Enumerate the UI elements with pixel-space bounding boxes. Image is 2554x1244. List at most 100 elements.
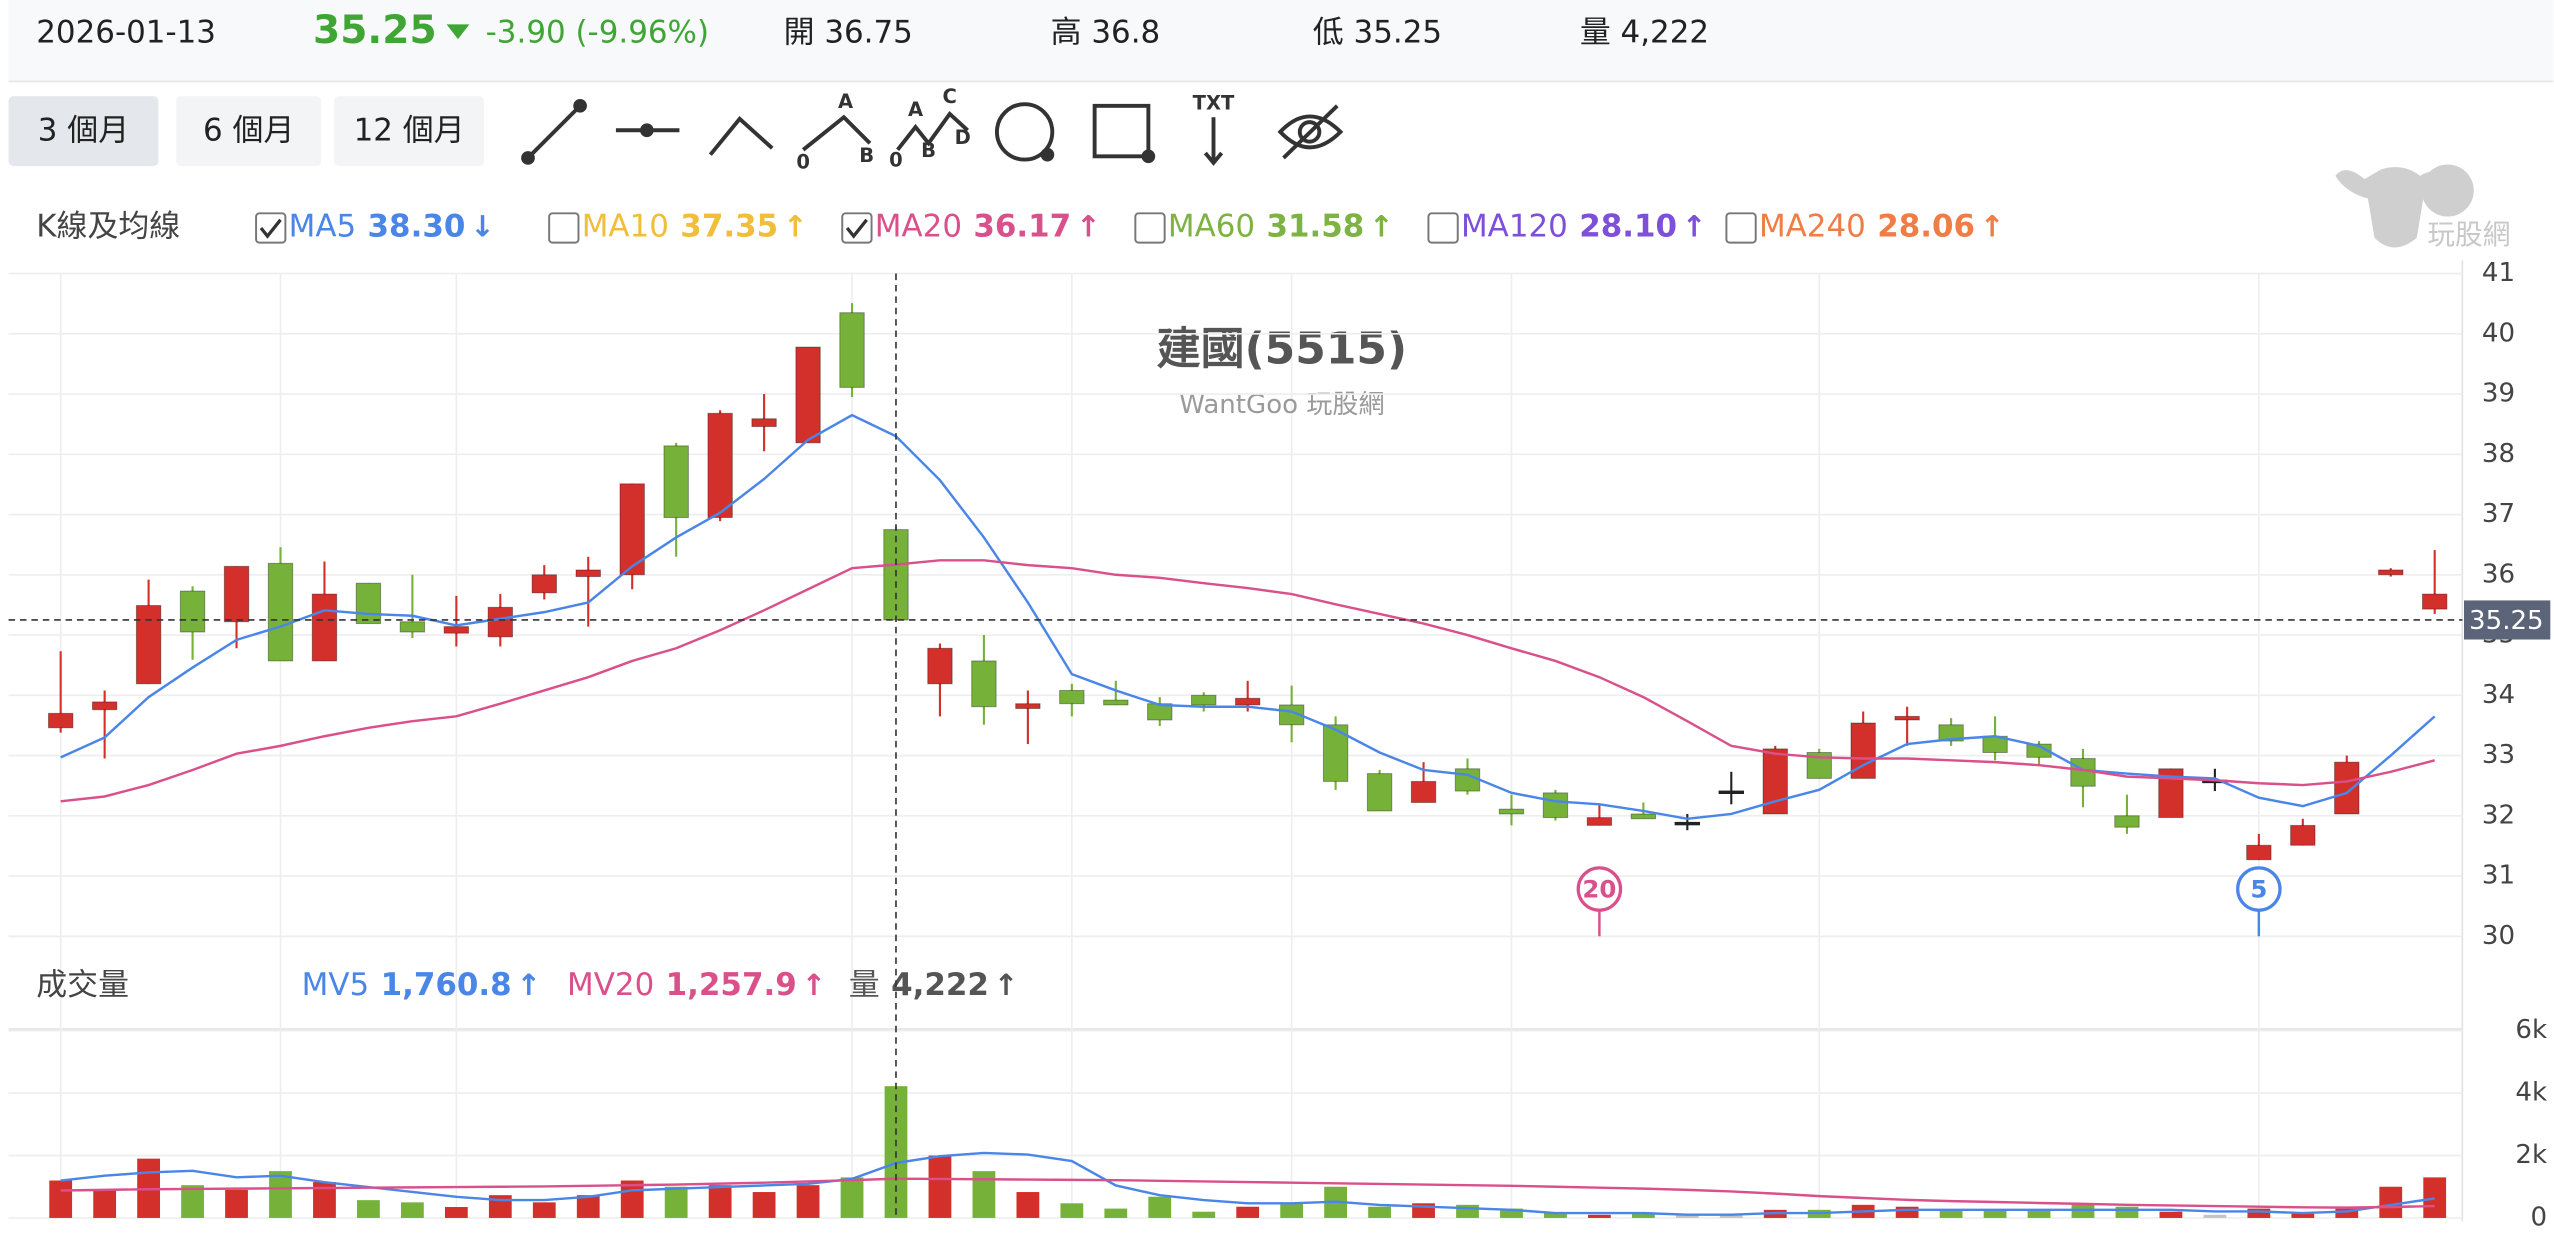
volume-bar xyxy=(1192,1211,1216,1218)
legend-arrow: ↑ xyxy=(1980,209,2005,243)
volume-bar xyxy=(49,1180,73,1218)
legend-name: MA120 xyxy=(1461,208,1568,244)
volume-bar xyxy=(93,1189,117,1218)
volume-bar xyxy=(928,1155,952,1218)
quote-date: 2026-01-13 xyxy=(36,15,216,51)
volume-bar xyxy=(2027,1209,2051,1218)
chart-subtitle: WantGoo 玩股網 xyxy=(1179,390,1384,420)
volume-bar xyxy=(2291,1212,2315,1218)
volume-bar xyxy=(2247,1208,2271,1218)
range-button[interactable] xyxy=(176,96,322,167)
legend-checkbox[interactable] xyxy=(841,212,873,244)
legend-name: MA10 xyxy=(582,208,669,244)
legend-checkbox[interactable] xyxy=(1725,212,1757,244)
abcd-tool[interactable] xyxy=(896,111,969,152)
volume-bar xyxy=(664,1186,688,1218)
circle-tool[interactable] xyxy=(994,102,1055,162)
candle-body xyxy=(1015,703,1041,710)
legend-arrow: ↑ xyxy=(1076,209,1101,243)
legend-value: 38.30 xyxy=(368,208,466,244)
tool-icon-label: A xyxy=(908,98,924,121)
y-tick-label: 30 xyxy=(2482,921,2515,951)
range-button[interactable] xyxy=(334,96,485,167)
y-tick-label: 34 xyxy=(2482,680,2515,710)
legend-arrow: ↑ xyxy=(1682,209,1707,243)
candle-body xyxy=(1894,715,1920,721)
volume-bar xyxy=(2115,1206,2139,1218)
legend-value: 1,257.9 xyxy=(666,967,797,1003)
legend-name: MA240 xyxy=(1759,208,1866,244)
legend-checkbox[interactable] xyxy=(548,212,580,244)
volume-bar xyxy=(576,1195,600,1218)
candle-body xyxy=(795,346,821,444)
horizontal-line-tool[interactable] xyxy=(615,123,680,138)
candle-body xyxy=(1191,694,1217,706)
legend-checkbox[interactable] xyxy=(1427,212,1459,244)
candle-body xyxy=(1938,724,1964,742)
candle-body xyxy=(1630,813,1657,820)
y-tick-label: 37 xyxy=(2482,499,2515,529)
volume-bar xyxy=(2423,1177,2447,1218)
volume-bar xyxy=(1368,1206,1391,1218)
tool-icon-label: A xyxy=(838,90,854,113)
y-tick-label: 2k xyxy=(2515,1140,2547,1170)
candle-body xyxy=(839,312,865,388)
volume-bar xyxy=(2071,1204,2095,1218)
legend-checkbox[interactable] xyxy=(1134,212,1166,244)
candle-body xyxy=(2114,815,2140,828)
abc-tool[interactable] xyxy=(801,114,872,152)
candle-body xyxy=(2290,824,2316,846)
candle-body xyxy=(2378,569,2404,576)
candle-body xyxy=(47,712,74,729)
quote-field-label: 高 xyxy=(1051,15,1082,51)
y-tick-label: 6k xyxy=(2515,1015,2547,1045)
y-tick-label: 40 xyxy=(2482,318,2515,348)
volume-bar xyxy=(752,1192,776,1218)
legend-arrow: ↓ xyxy=(470,209,495,243)
trend-line-tool[interactable] xyxy=(521,98,587,165)
candle-body xyxy=(223,565,250,623)
volume-average-line xyxy=(60,1177,2435,1209)
volume-bar xyxy=(2203,1214,2227,1218)
volume-panel-label: 成交量 xyxy=(36,967,129,1003)
hide-tool[interactable] xyxy=(1277,104,1344,160)
text-tool[interactable] xyxy=(1203,117,1224,166)
candle-body xyxy=(355,582,382,625)
candle-body xyxy=(1366,773,1393,812)
candle-body xyxy=(2246,844,2272,861)
candle-body xyxy=(1059,689,1085,705)
tool-icon-label: TXT xyxy=(1193,92,1235,115)
volume-bar xyxy=(1500,1208,1523,1218)
legend-arrow: ↑ xyxy=(994,968,1019,1002)
rectangle-tool[interactable] xyxy=(1092,103,1156,164)
candle-body xyxy=(2026,743,2052,758)
candle-body xyxy=(399,621,426,633)
volume-bar xyxy=(2335,1208,2359,1218)
angle-tool[interactable] xyxy=(708,116,774,156)
range-button[interactable] xyxy=(8,96,159,167)
tool-icon-label: B xyxy=(859,144,874,167)
marker-circle xyxy=(2236,866,2282,912)
drawing-tools xyxy=(521,98,1344,166)
legend-checkbox[interactable] xyxy=(255,212,287,244)
candle-body xyxy=(531,574,557,594)
candle-body xyxy=(487,606,514,638)
candle-body xyxy=(927,647,953,685)
marker-circle xyxy=(1576,866,1623,912)
y-tick-label: 33 xyxy=(2482,740,2515,770)
volume-bar xyxy=(357,1200,380,1218)
legend-name: MV20 xyxy=(567,967,654,1003)
moving-average-line xyxy=(60,559,2436,803)
candle-body xyxy=(707,412,733,519)
legend-value: 31.58 xyxy=(1266,208,1364,244)
range-button-label: 12 個月 xyxy=(354,112,465,148)
candle-body xyxy=(1586,817,1613,826)
marker-label: 5 xyxy=(2250,875,2267,904)
legend-name: 量 xyxy=(849,967,880,1003)
volume-bar xyxy=(840,1177,864,1218)
volume-bar xyxy=(2379,1186,2403,1218)
candle-body xyxy=(575,569,601,578)
volume-bar xyxy=(1060,1203,1084,1218)
tool-icon-label: C xyxy=(943,85,957,108)
volume-average-line xyxy=(60,1151,2435,1216)
